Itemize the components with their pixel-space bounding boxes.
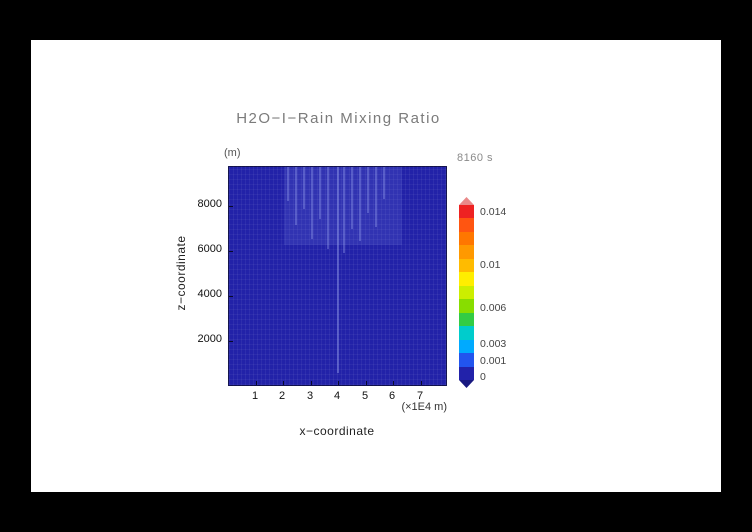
- x-axis-tick-mark: [338, 381, 339, 385]
- x-axis-title: x−coordinate: [299, 424, 375, 438]
- colorbar-band: [459, 245, 474, 259]
- x-tick-label-7: 7: [416, 390, 424, 402]
- rain-streak: [359, 167, 361, 241]
- colorbar-label-0: 0: [480, 371, 486, 383]
- y-axis-tick-mark: [229, 251, 233, 252]
- colorbar-band: [459, 272, 474, 286]
- x-tick-label-6: 6: [388, 390, 396, 402]
- colorbar-label-0006: 0.006: [480, 302, 507, 314]
- colorbar-label-0003: 0.003: [480, 338, 507, 350]
- colorbar-body: [459, 205, 474, 381]
- colorbar-band: [459, 299, 474, 313]
- x-axis-unit-label: (×1E4 m): [401, 401, 447, 413]
- rain-streak: [367, 167, 369, 213]
- rain-streak: [319, 167, 321, 219]
- time-annotation: 8160 s: [457, 152, 494, 164]
- rain-streak: [375, 167, 377, 227]
- colorbar-band: [459, 231, 474, 246]
- colorbar-band: [459, 339, 474, 354]
- rain-region-highlight: [284, 167, 402, 245]
- rain-streak: [383, 167, 385, 199]
- y-axis-tick-mark: [229, 296, 233, 297]
- chart-title: H2O−I−Rain Mixing Ratio: [236, 110, 441, 127]
- colorbar-band: [459, 312, 474, 327]
- x-tick-label-3: 3: [306, 390, 314, 402]
- colorbar-arrow-up-icon: [459, 197, 474, 205]
- y-axis-unit-label: (m): [224, 147, 241, 159]
- rain-streak: [311, 167, 313, 239]
- y-axis-tick-mark: [229, 206, 233, 207]
- x-axis-tick-mark: [283, 381, 284, 385]
- rain-streak: [295, 167, 297, 225]
- x-axis-tick-mark: [256, 381, 257, 385]
- colorbar-label-001: 0.01: [480, 259, 501, 271]
- colorbar-band: [459, 218, 474, 232]
- colorbar-band: [459, 205, 474, 219]
- central-rain-shaft: [337, 167, 339, 373]
- x-tick-label-5: 5: [361, 390, 369, 402]
- y-axis-tick-mark: [229, 341, 233, 342]
- x-axis-tick-mark: [393, 381, 394, 385]
- y-tick-label-8000: 8000: [197, 198, 222, 210]
- rain-streak: [327, 167, 329, 249]
- rain-streak: [303, 167, 305, 209]
- colorbar-band: [459, 366, 474, 381]
- y-tick-label-6000: 6000: [197, 243, 222, 255]
- y-axis-title: z−coordinate: [174, 235, 188, 311]
- colorbar-band: [459, 258, 474, 273]
- heatmap-plot-area: [228, 166, 447, 386]
- x-axis-tick-mark: [366, 381, 367, 385]
- colorbar: [459, 197, 474, 388]
- colorbar-band: [459, 326, 474, 340]
- colorbar-label-0001: 0.001: [480, 355, 507, 367]
- rain-streak: [287, 167, 289, 201]
- x-tick-label-2: 2: [278, 390, 286, 402]
- x-tick-label-1: 1: [251, 390, 259, 402]
- x-tick-label-4: 4: [333, 390, 341, 402]
- colorbar-band: [459, 285, 474, 300]
- rain-streak: [351, 167, 353, 229]
- y-tick-label-4000: 4000: [197, 288, 222, 300]
- x-axis-tick-mark: [421, 381, 422, 385]
- x-axis-tick-mark: [311, 381, 312, 385]
- colorbar-arrow-down-icon: [459, 380, 474, 388]
- rain-streak: [343, 167, 345, 253]
- colorbar-band: [459, 353, 474, 367]
- y-tick-label-2000: 2000: [197, 333, 222, 345]
- colorbar-label-0014: 0.014: [480, 206, 507, 218]
- plot-panel: H2O−I−Rain Mixing Ratio (m) 8160 s z−coo…: [31, 40, 721, 492]
